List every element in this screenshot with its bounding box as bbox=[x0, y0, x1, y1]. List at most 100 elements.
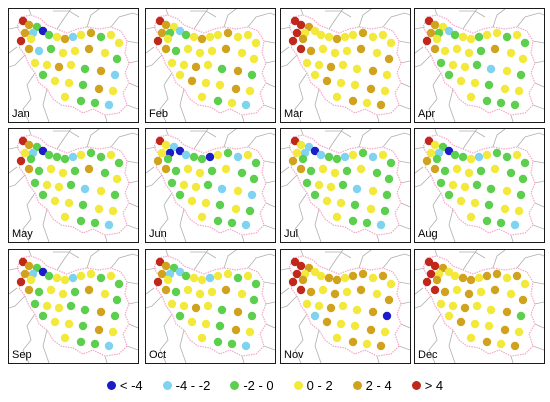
neighbor-border bbox=[398, 160, 410, 164]
station-marker bbox=[96, 273, 106, 283]
neighbor-border bbox=[415, 46, 424, 54]
neighbor-border bbox=[400, 60, 410, 64]
map-panel-nov: Nov bbox=[280, 249, 411, 364]
station-marker bbox=[16, 277, 26, 287]
station-marker bbox=[60, 275, 70, 285]
station-marker bbox=[155, 257, 165, 267]
station-marker bbox=[362, 218, 372, 228]
station-marker bbox=[436, 299, 446, 309]
station-marker bbox=[472, 180, 482, 190]
neighbor-border bbox=[86, 250, 100, 269]
station-marker bbox=[430, 285, 440, 295]
station-marker bbox=[231, 84, 241, 94]
neighbor-border bbox=[56, 250, 72, 271]
neighbor-border bbox=[128, 202, 138, 208]
station-marker bbox=[86, 28, 96, 38]
station-marker bbox=[444, 311, 454, 321]
station-marker bbox=[155, 136, 165, 146]
map-svg-oct bbox=[146, 250, 275, 363]
legend-label: 2 - 4 bbox=[365, 377, 392, 393]
station-marker bbox=[424, 16, 434, 26]
station-marker bbox=[438, 142, 448, 152]
neighbor-border bbox=[193, 250, 209, 271]
station-marker bbox=[368, 307, 378, 317]
station-marker bbox=[68, 152, 78, 162]
station-marker bbox=[466, 92, 476, 102]
station-marker bbox=[506, 48, 516, 58]
neighbor-border bbox=[223, 250, 237, 269]
station-marker bbox=[314, 301, 324, 311]
station-marker bbox=[306, 287, 316, 297]
station-marker bbox=[233, 66, 243, 76]
station-marker bbox=[58, 168, 68, 178]
station-marker bbox=[332, 34, 342, 44]
station-marker bbox=[205, 32, 215, 42]
station-marker bbox=[251, 158, 261, 168]
station-marker bbox=[171, 46, 181, 56]
neighbor-border bbox=[42, 329, 50, 363]
station-marker bbox=[380, 206, 390, 216]
station-marker bbox=[249, 295, 259, 305]
station-marker bbox=[376, 100, 386, 110]
neighbor-border bbox=[462, 129, 478, 150]
station-marker bbox=[500, 204, 510, 214]
neighbor-border bbox=[165, 250, 169, 257]
station-marker bbox=[436, 58, 446, 68]
country-outline bbox=[422, 255, 536, 357]
monthly-map-grid: Jan Feb Mar Apr May Jun Jul Aug Sep Oct Nov Dec bbox=[8, 8, 545, 364]
neighbor-border bbox=[159, 72, 173, 122]
station-marker bbox=[424, 136, 434, 146]
station-marker bbox=[368, 186, 378, 196]
station-marker bbox=[304, 22, 314, 32]
station-marker bbox=[298, 275, 308, 285]
station-marker bbox=[32, 22, 42, 32]
station-marker bbox=[181, 150, 191, 160]
neighbor-border bbox=[400, 301, 410, 305]
neighbor-border bbox=[146, 287, 155, 295]
station-marker bbox=[458, 32, 468, 42]
station-marker bbox=[233, 152, 243, 162]
neighbor-border bbox=[265, 202, 275, 208]
station-marker bbox=[502, 273, 512, 283]
station-marker bbox=[348, 271, 358, 281]
legend-item: < -4 bbox=[106, 378, 143, 393]
station-marker bbox=[100, 289, 110, 299]
neighbor-border bbox=[448, 329, 456, 363]
station-marker bbox=[42, 180, 52, 190]
neighbor-border bbox=[193, 9, 209, 30]
station-marker bbox=[378, 30, 388, 40]
station-marker bbox=[520, 38, 530, 48]
neighbor-border bbox=[193, 129, 209, 150]
station-marker bbox=[221, 285, 231, 295]
station-marker bbox=[38, 311, 48, 321]
station-marker bbox=[66, 60, 76, 70]
neighbor-border bbox=[532, 40, 544, 44]
neighbor-border bbox=[415, 54, 432, 68]
neighbor-border bbox=[398, 40, 410, 44]
station-marker bbox=[474, 152, 484, 162]
station-marker bbox=[476, 46, 486, 56]
neighbor-border bbox=[86, 129, 100, 148]
station-marker bbox=[422, 156, 432, 166]
station-marker bbox=[153, 156, 163, 166]
station-marker bbox=[197, 34, 207, 44]
station-marker bbox=[175, 70, 185, 80]
neighbor-border bbox=[126, 40, 138, 44]
map-svg-jan bbox=[9, 9, 138, 122]
station-marker bbox=[114, 158, 124, 168]
station-marker bbox=[189, 152, 199, 162]
map-panel-aug: Aug bbox=[414, 128, 545, 243]
station-marker bbox=[169, 22, 179, 32]
station-marker bbox=[76, 271, 86, 281]
neighbor-border bbox=[328, 250, 344, 271]
neighbor-border bbox=[56, 129, 72, 150]
station-marker bbox=[20, 269, 30, 279]
station-marker bbox=[157, 269, 167, 279]
station-marker bbox=[326, 303, 336, 313]
station-marker bbox=[233, 186, 243, 196]
station-marker bbox=[60, 34, 70, 44]
neighbor-border bbox=[263, 224, 275, 230]
neighbor-border bbox=[400, 82, 410, 88]
neighbor-border bbox=[462, 9, 478, 30]
station-marker bbox=[340, 273, 350, 283]
